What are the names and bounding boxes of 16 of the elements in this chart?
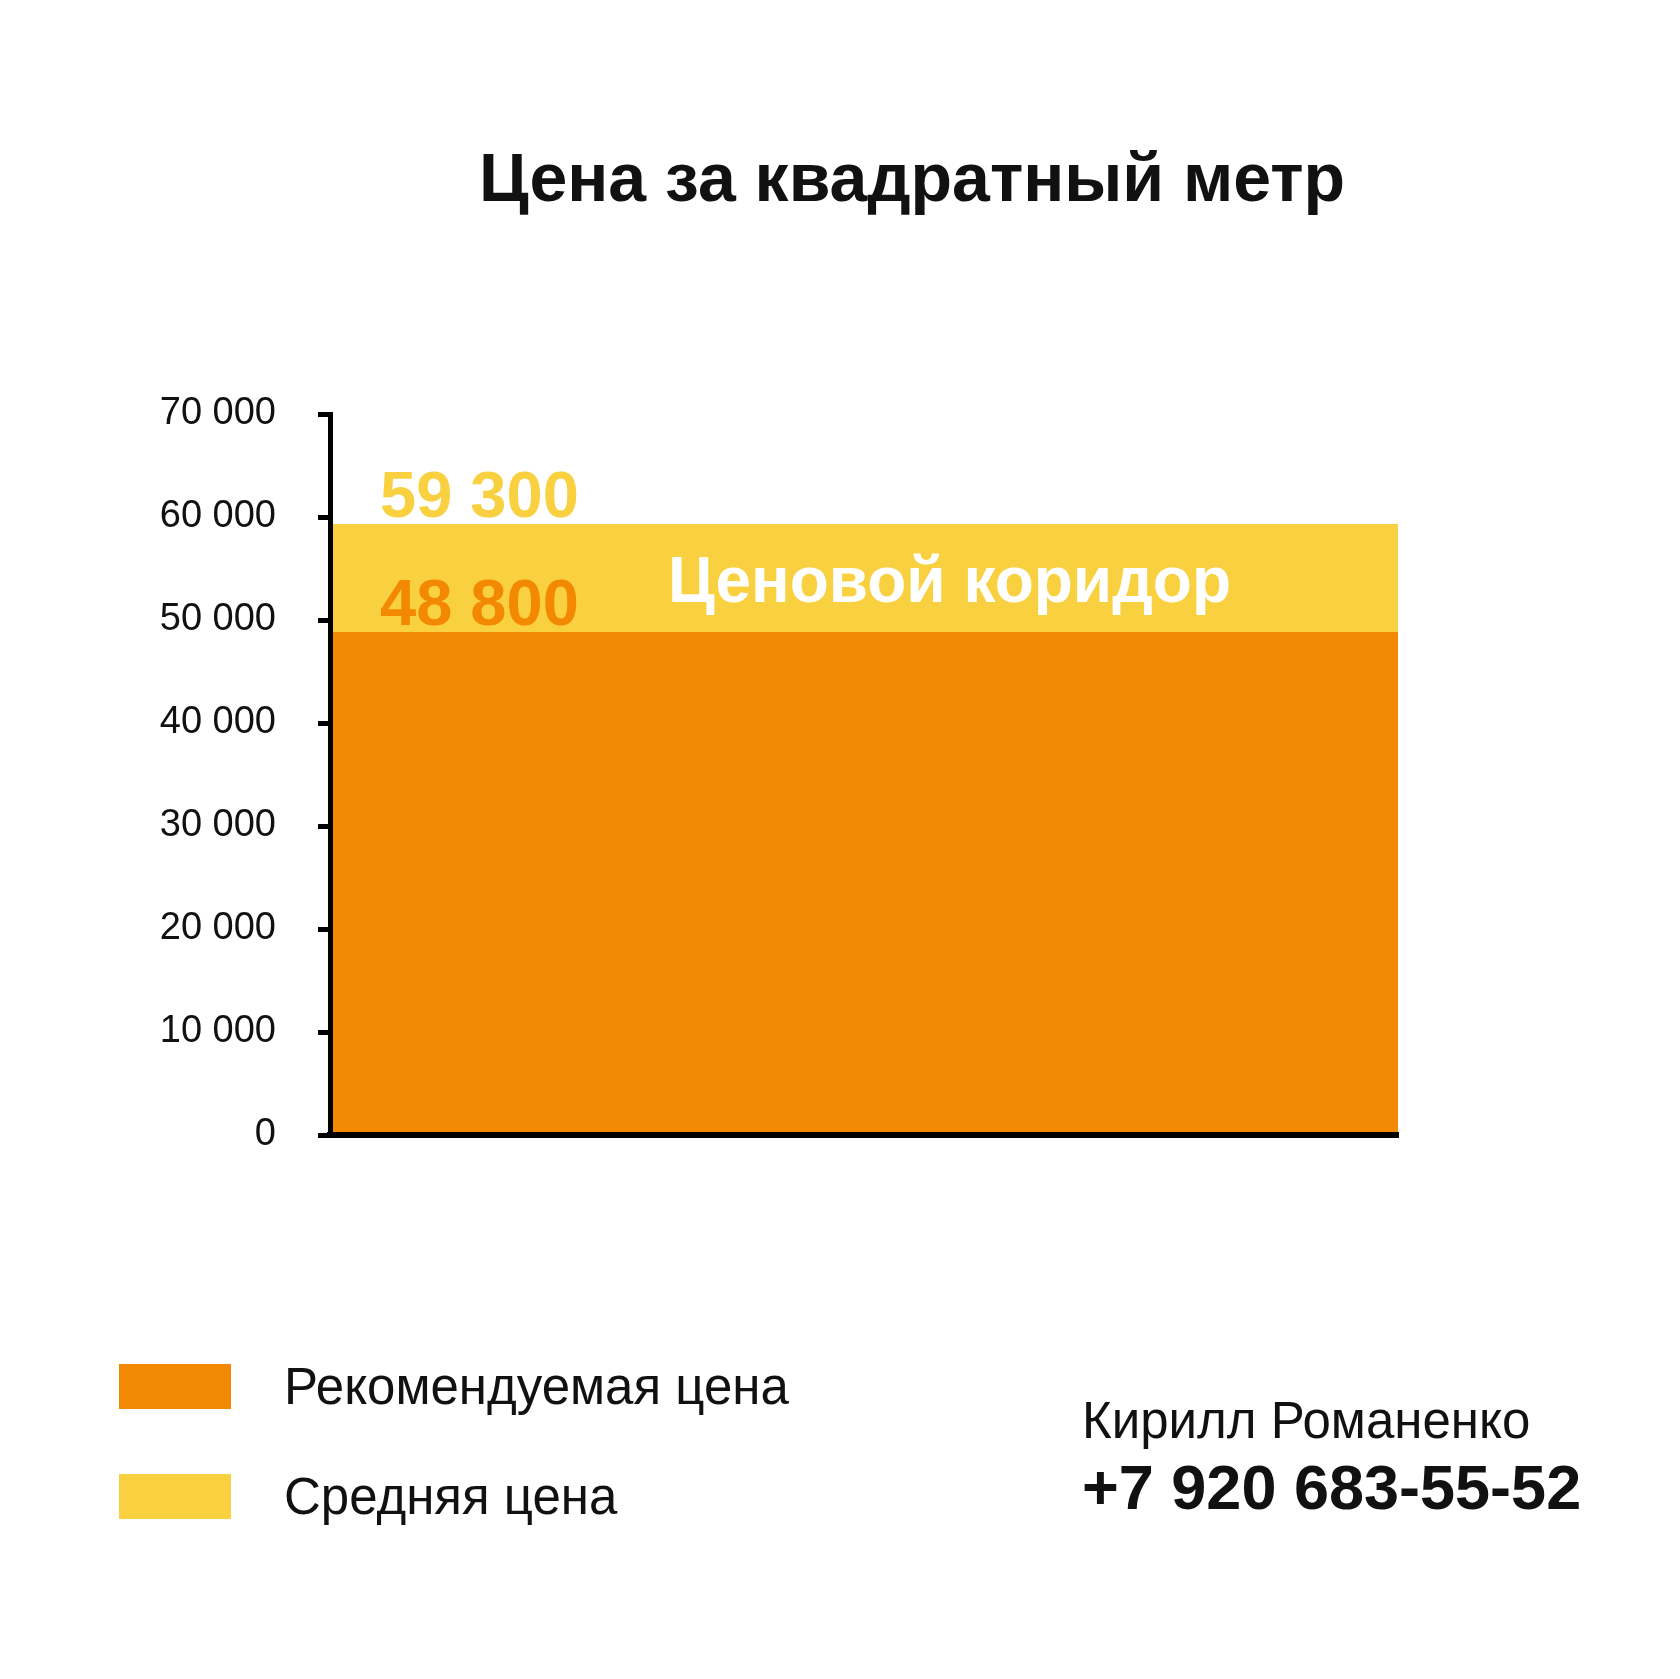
total-label: 59 300 bbox=[380, 458, 579, 532]
y-tick-label: 10 000 bbox=[159, 1008, 276, 1051]
y-tick-label: 20 000 bbox=[159, 905, 276, 948]
y-tick-label: 40 000 bbox=[159, 699, 276, 742]
y-tick-label: 70 000 bbox=[159, 390, 276, 433]
y-tick-label: 60 000 bbox=[159, 493, 276, 536]
legend-label: Рекомендуемая цена bbox=[284, 1357, 789, 1416]
annotation: Ценовой коридор bbox=[667, 544, 1231, 617]
y-tick-label: 30 000 bbox=[159, 802, 276, 845]
y-tick-label: 50 000 bbox=[159, 596, 276, 639]
text: Кирилл Романенко bbox=[1082, 1392, 1532, 1450]
y-tick-label: 0 bbox=[254, 1111, 276, 1154]
data-label: 48 800 bbox=[380, 566, 579, 640]
text: +7 920 683-55-52 bbox=[1082, 1451, 1582, 1524]
legend-label: Средняя цена bbox=[284, 1467, 618, 1526]
chart-title: Цена за квадратный метр bbox=[478, 138, 1346, 216]
